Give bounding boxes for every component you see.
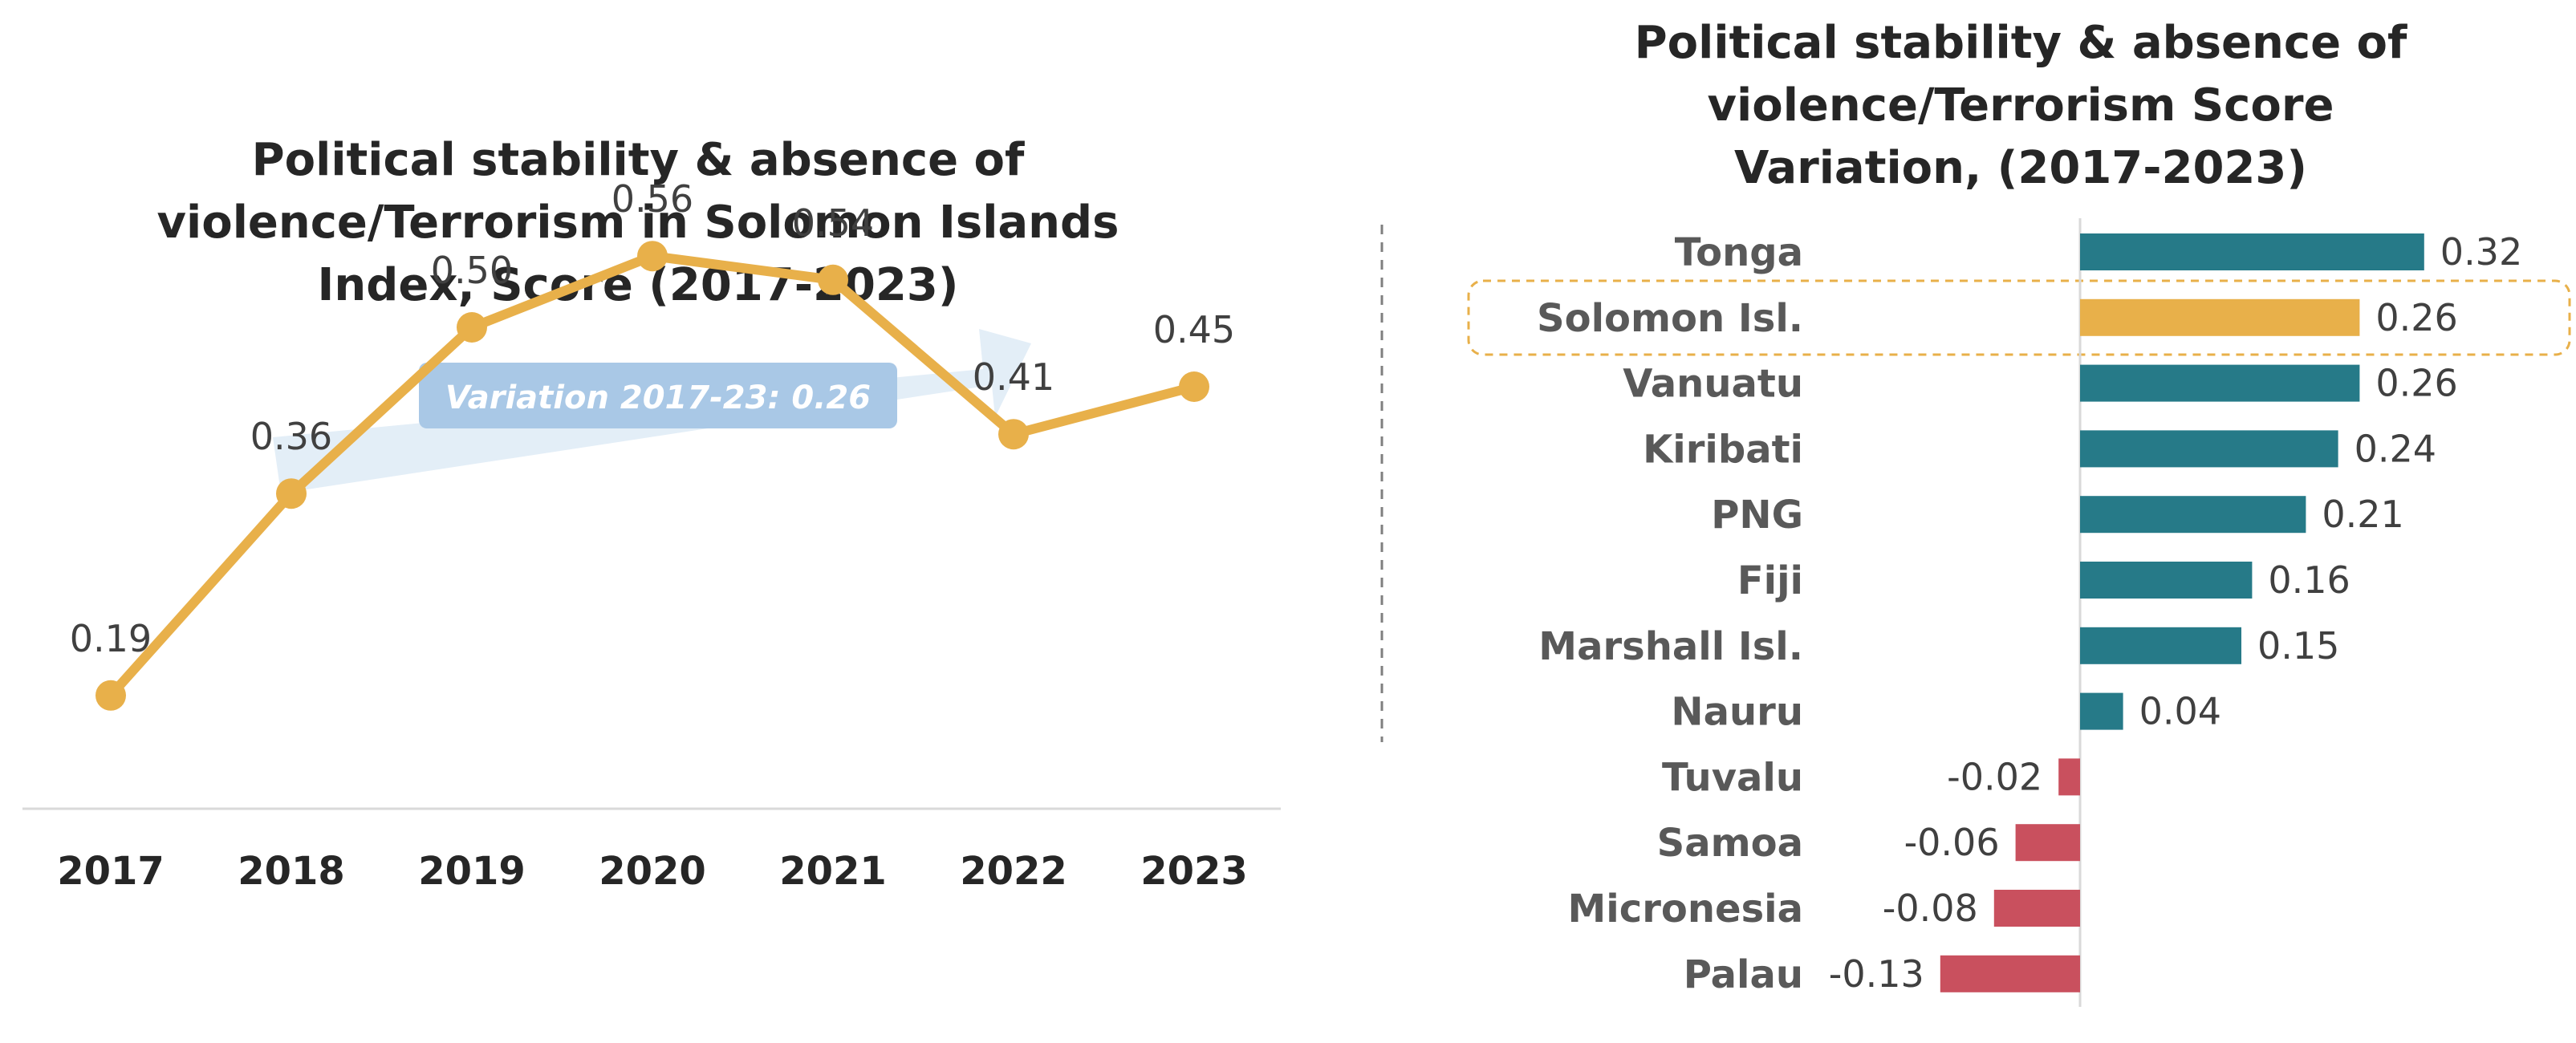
data-point xyxy=(276,478,307,509)
data-label: 0.16 xyxy=(2268,558,2350,602)
x-tick-label: 2022 xyxy=(960,849,1067,894)
x-tick-label: 2018 xyxy=(238,849,345,894)
data-point xyxy=(818,264,848,295)
x-tick-label: 2017 xyxy=(57,849,165,894)
category-label: Marshall Isl. xyxy=(1538,624,1803,669)
data-point xyxy=(457,312,487,343)
x-tick-label: 2019 xyxy=(418,849,526,894)
line-chart: Political stability & absence of violenc… xyxy=(22,134,1281,894)
data-label: -0.08 xyxy=(1883,887,1978,930)
bar xyxy=(2080,496,2306,534)
category-label: Kiribati xyxy=(1643,427,1803,472)
bar xyxy=(2058,758,2080,796)
line-chart-title-line-2: violence/Terrorism in Solomon Islands xyxy=(157,197,1119,249)
bar xyxy=(1993,890,2080,927)
data-label: -0.02 xyxy=(1947,755,2042,798)
data-label: 0.19 xyxy=(70,617,152,660)
x-tick-label: 2020 xyxy=(599,849,706,894)
bar xyxy=(2080,430,2338,468)
category-label: PNG xyxy=(1711,493,1803,538)
data-label: -0.13 xyxy=(1829,952,1924,996)
bar xyxy=(2080,298,2360,336)
data-label: 0.41 xyxy=(973,355,1054,399)
data-point xyxy=(998,419,1029,450)
data-label: 0.26 xyxy=(2375,296,2457,339)
x-tick-label: 2021 xyxy=(779,849,887,894)
data-label: 0.50 xyxy=(431,249,513,292)
bar xyxy=(2080,364,2360,402)
bar-chart-title-line-1: Political stability & absence of xyxy=(1635,17,2407,69)
line-chart-title-line-1: Political stability & absence of xyxy=(252,134,1025,186)
data-label: 0.21 xyxy=(2322,493,2403,536)
data-point xyxy=(1179,371,1209,402)
bar-chart: Political stability & absence of violenc… xyxy=(1467,17,2571,1007)
category-label: Palau xyxy=(1684,952,1803,997)
data-label: 0.32 xyxy=(2440,230,2522,274)
data-label: 0.24 xyxy=(2355,427,2436,470)
category-label: Fiji xyxy=(1737,558,1803,603)
data-label: 0.04 xyxy=(2139,690,2221,733)
data-label: 0.56 xyxy=(611,177,693,221)
bar xyxy=(2015,824,2080,862)
bar xyxy=(2080,233,2424,270)
bar xyxy=(2080,562,2253,599)
x-tick-label: 2023 xyxy=(1140,849,1248,894)
data-label: 0.45 xyxy=(1153,308,1235,351)
data-point xyxy=(637,241,668,272)
bar xyxy=(2080,627,2241,664)
line-series: 0.19 2017 0.36 2018 0.50 2019 0.56 2020 0.54 2021… xyxy=(57,177,1248,894)
series-line xyxy=(106,251,1199,700)
variation-annotation: Variation 2017-23: 0.26 xyxy=(445,379,871,416)
category-label: Tonga xyxy=(1675,230,1803,275)
category-label: Vanuatu xyxy=(1623,362,1803,407)
bar xyxy=(2080,692,2123,730)
highlight-box xyxy=(1467,279,2571,356)
data-point xyxy=(95,680,126,711)
category-label: Samoa xyxy=(1657,821,1803,866)
category-label: Nauru xyxy=(1671,690,1803,735)
bar-chart-title-line-3: Variation, (2017-2023) xyxy=(1734,142,2307,194)
category-label: Solomon Isl. xyxy=(1537,296,1803,341)
variation-badge xyxy=(419,363,897,428)
category-label: Tuvalu xyxy=(1662,755,1803,800)
data-label: -0.06 xyxy=(1904,821,2000,864)
bar-chart-title-line-2: violence/Terrorism Score xyxy=(1708,79,2334,132)
line-chart-title-line-3: Index, Score (2017-2023) xyxy=(318,259,959,311)
category-label: Micronesia xyxy=(1568,887,1803,931)
data-label: 0.15 xyxy=(2257,624,2339,668)
data-label: 0.54 xyxy=(792,201,874,245)
bar xyxy=(1940,955,2080,992)
data-label: 0.36 xyxy=(250,415,332,458)
data-label: 0.26 xyxy=(2375,362,2457,405)
bar-series: Tonga 0.32 Solomon Isl. 0.26 Vanuatu 0.26 Kiri… xyxy=(1537,230,2522,997)
